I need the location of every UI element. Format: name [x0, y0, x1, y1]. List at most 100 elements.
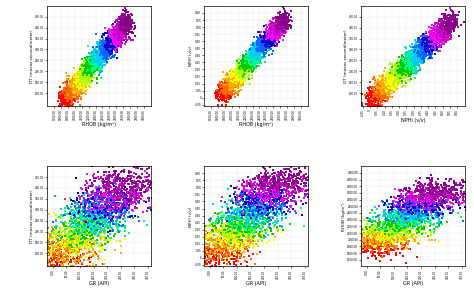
- Point: [238, 63, 246, 68]
- Point: [86, 200, 94, 205]
- Point: [416, 210, 424, 215]
- Point: [128, 181, 136, 186]
- Point: [115, 230, 123, 234]
- Point: [235, 247, 242, 251]
- Point: [86, 230, 94, 235]
- Point: [122, 17, 129, 22]
- Point: [121, 34, 129, 39]
- Point: [255, 190, 263, 195]
- Point: [118, 208, 126, 213]
- Point: [258, 36, 266, 41]
- Point: [241, 227, 249, 232]
- Point: [93, 221, 101, 225]
- Point: [434, 33, 442, 37]
- Point: [78, 228, 86, 232]
- Point: [204, 231, 212, 235]
- Point: [105, 47, 113, 52]
- Point: [430, 198, 438, 202]
- Point: [234, 240, 241, 244]
- Point: [405, 207, 412, 211]
- Point: [91, 194, 99, 199]
- Point: [234, 231, 241, 236]
- Point: [271, 32, 278, 37]
- Point: [411, 66, 419, 71]
- Point: [442, 200, 449, 205]
- Point: [262, 48, 270, 53]
- Point: [391, 219, 398, 224]
- Point: [237, 210, 245, 215]
- Point: [67, 259, 75, 264]
- Point: [426, 221, 434, 226]
- Point: [406, 210, 413, 215]
- Point: [432, 36, 439, 41]
- Point: [211, 232, 219, 237]
- Point: [123, 193, 130, 198]
- Point: [109, 42, 117, 47]
- Point: [233, 236, 240, 241]
- Point: [443, 28, 450, 33]
- Point: [127, 22, 134, 27]
- Point: [109, 22, 117, 27]
- Point: [421, 200, 429, 205]
- Point: [380, 74, 387, 78]
- Point: [363, 248, 370, 252]
- Point: [251, 49, 258, 54]
- Point: [107, 204, 115, 209]
- Point: [128, 20, 136, 25]
- Point: [89, 58, 96, 63]
- Point: [66, 97, 73, 102]
- Point: [218, 83, 226, 88]
- Point: [67, 82, 74, 87]
- Point: [399, 218, 407, 222]
- Point: [91, 53, 99, 58]
- Point: [51, 236, 58, 241]
- Point: [223, 201, 231, 206]
- Point: [438, 27, 446, 31]
- Point: [394, 70, 401, 75]
- Point: [70, 85, 77, 90]
- Point: [94, 49, 101, 53]
- Point: [375, 240, 383, 245]
- Point: [265, 35, 273, 40]
- Point: [247, 53, 255, 57]
- Point: [89, 183, 97, 188]
- Point: [408, 210, 415, 214]
- Point: [242, 59, 250, 64]
- Point: [100, 39, 108, 44]
- Point: [118, 37, 126, 42]
- Point: [234, 242, 242, 246]
- Point: [262, 37, 269, 41]
- Point: [85, 212, 92, 216]
- Point: [402, 205, 410, 210]
- Point: [254, 44, 261, 49]
- Point: [92, 55, 100, 59]
- Point: [394, 246, 401, 251]
- Point: [264, 37, 271, 42]
- Point: [257, 42, 264, 47]
- Point: [414, 60, 421, 65]
- Point: [85, 57, 93, 62]
- Point: [394, 220, 401, 225]
- Point: [239, 224, 247, 229]
- Point: [432, 31, 439, 36]
- Point: [252, 52, 259, 57]
- Point: [390, 239, 398, 244]
- Point: [236, 75, 243, 79]
- Point: [106, 38, 113, 43]
- Point: [394, 76, 402, 81]
- Point: [110, 33, 118, 38]
- Point: [220, 236, 228, 241]
- Point: [429, 187, 437, 192]
- Point: [403, 71, 410, 76]
- Point: [397, 63, 405, 67]
- Point: [236, 212, 244, 217]
- Point: [380, 227, 387, 232]
- Point: [110, 200, 118, 204]
- Point: [111, 46, 119, 51]
- Point: [248, 52, 255, 57]
- Point: [77, 216, 84, 221]
- Point: [240, 70, 248, 75]
- Point: [118, 34, 125, 39]
- Point: [95, 59, 103, 64]
- Point: [381, 242, 388, 247]
